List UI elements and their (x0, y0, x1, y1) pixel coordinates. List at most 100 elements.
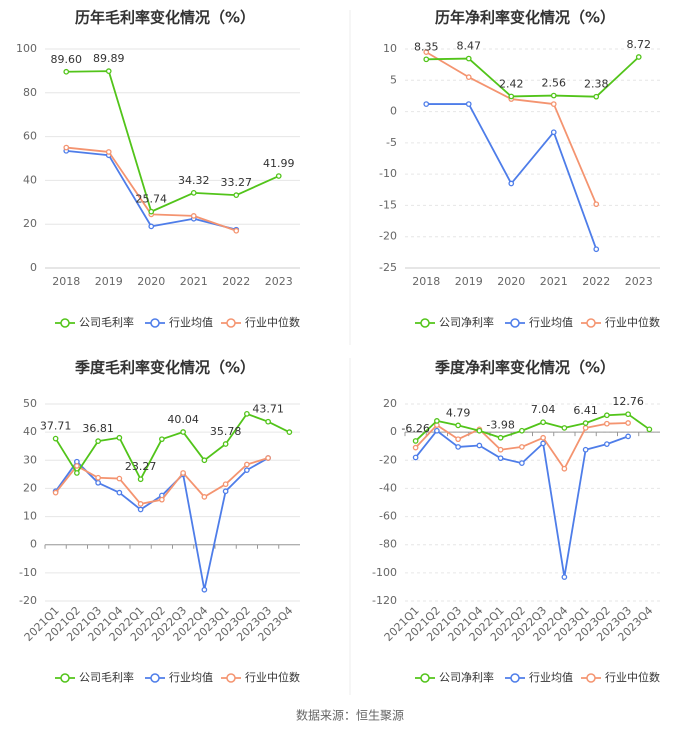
y-tick-label: 0 (390, 425, 397, 438)
y-tick-label: -80 (379, 538, 397, 551)
data-label: 7.04 (531, 403, 556, 416)
y-tick-label: 40 (23, 425, 37, 438)
legend-label: 公司毛利率 (79, 670, 134, 684)
data-point-median (116, 475, 123, 482)
data-point-company (604, 412, 610, 419)
data-point-median (63, 144, 70, 151)
data-point-median (582, 425, 589, 431)
data-point-company (265, 418, 271, 425)
legend: 公司净利率 行业均值 行业中位数 (415, 670, 660, 684)
data-point-company (561, 425, 568, 431)
data-point-avg (625, 433, 631, 440)
data-point-company (412, 438, 419, 444)
data-point-company (593, 93, 600, 100)
data-label: 41.99 (263, 157, 295, 170)
data-point-median (95, 474, 101, 481)
legend-marker-company (420, 673, 430, 683)
data-point-company (434, 418, 440, 424)
data-point-avg (582, 446, 589, 453)
y-tick-label: -15 (379, 198, 397, 211)
data-point-avg (423, 101, 430, 107)
series-line-avg (66, 149, 237, 231)
data-point-median (52, 489, 59, 496)
data-point-median (233, 227, 240, 234)
data-label: 12.76 (612, 395, 644, 408)
x-tick-label: 2020 (137, 275, 165, 288)
data-label: 36.81 (82, 422, 114, 435)
data-point-avg (593, 246, 600, 253)
data-point-company (148, 208, 155, 215)
data-point-company (201, 457, 208, 464)
data-label: 8.35 (414, 40, 439, 53)
data-label: 8.72 (627, 38, 652, 51)
legend-marker-avg (150, 673, 160, 683)
data-point-company (95, 438, 101, 444)
data-point-company (465, 55, 472, 62)
data-point-median (540, 434, 546, 441)
data-point-median (190, 213, 197, 219)
legend-marker-company (420, 318, 430, 328)
x-tick-label: 2019 (455, 275, 483, 288)
y-tick-label: 0 (390, 105, 397, 118)
series-line-avg (414, 429, 629, 578)
y-tick-label: -10 (19, 566, 37, 579)
data-point-company (646, 426, 653, 433)
data-point-company (476, 427, 483, 434)
y-tick-label: -5 (386, 136, 397, 149)
y-tick-label: -10 (379, 167, 397, 180)
y-tick-label: 20 (23, 481, 37, 494)
data-point-avg (434, 427, 440, 434)
data-point-median (625, 420, 631, 426)
y-tick-label: 0 (30, 538, 37, 551)
data-label: 2.42 (499, 77, 524, 90)
data-point-avg (465, 101, 472, 107)
data-point-company (423, 56, 430, 63)
legend-label: 公司净利率 (439, 315, 494, 329)
data-point-company (582, 420, 589, 426)
y-tick-label: 80 (23, 86, 37, 99)
data-point-median (244, 461, 250, 468)
data-label: 2.56 (542, 77, 567, 90)
data-point-avg (476, 442, 483, 449)
x-tick-label: 2023 (265, 275, 293, 288)
data-label: 35.78 (210, 425, 242, 438)
data-source: 数据来源：恒生聚源 (296, 708, 404, 723)
y-tick-label: -40 (379, 481, 397, 494)
data-point-median (497, 446, 504, 453)
data-point-median (604, 420, 610, 427)
data-point-avg (222, 488, 229, 495)
series-line-company (54, 412, 290, 481)
y-tick-label: 10 (23, 510, 37, 523)
data-point-avg (137, 506, 144, 513)
legend-label: 行业均值 (529, 316, 573, 329)
data-point-median (465, 74, 472, 81)
y-tick-label: -120 (372, 594, 397, 607)
series-line-company (66, 70, 280, 213)
data-label: 89.60 (51, 53, 83, 66)
data-point-company (159, 436, 165, 443)
data-point-company (233, 192, 240, 198)
data-point-avg (497, 455, 504, 462)
legend-label: 公司净利率 (439, 670, 494, 684)
data-label: 8.47 (457, 40, 482, 53)
chart-title: 历年净利率变化情况（%） (435, 9, 615, 27)
legend-marker-median (586, 318, 596, 328)
data-point-avg (455, 444, 461, 450)
data-point-avg (412, 454, 419, 461)
legend-label: 行业均值 (169, 671, 213, 684)
data-point-avg (148, 223, 155, 230)
y-tick-label: -20 (379, 230, 397, 243)
y-tick-label: 60 (23, 130, 37, 143)
chart-quarterly-net: 季度净利率变化情况（%）-120-100-80-60-40-200202021Q… (372, 359, 660, 684)
legend-label: 行业中位数 (245, 315, 300, 329)
x-tick-label: 2019 (95, 275, 123, 288)
legend: 公司毛利率 行业均值 行业中位数 (55, 670, 300, 684)
data-point-company (105, 68, 112, 74)
legend-marker-median (226, 318, 236, 328)
data-point-avg (244, 467, 250, 473)
data-point-company (635, 54, 642, 60)
x-tick-label: 2022 (222, 275, 250, 288)
legend-marker-avg (150, 318, 160, 328)
data-point-company (137, 476, 144, 483)
data-point-company (74, 470, 80, 476)
